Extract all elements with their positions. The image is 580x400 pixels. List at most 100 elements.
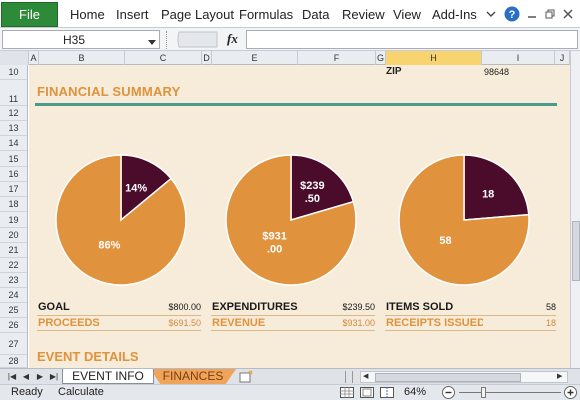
close-icon[interactable] (562, 5, 574, 23)
column-header-g[interactable]: G (376, 51, 386, 65)
tab-event-info[interactable]: EVENT INFO (62, 369, 154, 384)
insert-sheet-icon[interactable] (238, 370, 254, 386)
pie-data-label: 58 (439, 235, 451, 247)
divider (385, 315, 556, 316)
row-headers: 10 11 12 13 14 15 16 17 18 19 20 21 22 2… (0, 65, 28, 368)
column-header-e[interactable]: E (212, 51, 298, 65)
name-box[interactable]: H35 (2, 30, 160, 49)
column-header-i[interactable]: I (482, 51, 555, 65)
row-header[interactable]: 11 (0, 80, 27, 106)
prev-sheet-icon[interactable]: ◀ (22, 372, 30, 381)
column-header-c[interactable]: C (125, 51, 202, 65)
column-header-h[interactable]: H (386, 51, 482, 65)
row-header[interactable]: 20 (0, 228, 27, 243)
chevron-down-icon[interactable] (484, 5, 498, 23)
row-header[interactable]: 26 (0, 318, 27, 333)
row-header[interactable]: 17 (0, 182, 27, 197)
tab-add-ins[interactable]: Add-Ins (432, 7, 477, 22)
row-header[interactable]: 14 (0, 136, 27, 151)
tab-home[interactable]: Home (70, 7, 105, 22)
row-header[interactable]: 27 (0, 333, 27, 355)
status-bar: Ready Calculate 64% (0, 384, 580, 400)
revenue-value: $931.00 (342, 318, 375, 328)
column-header-j[interactable]: J (555, 51, 570, 65)
minimize-icon[interactable] (526, 5, 538, 23)
row-header[interactable]: 12 (0, 106, 27, 121)
divider (37, 330, 201, 331)
receipts-issued-clip: RECEIPTS ISSUED (386, 317, 483, 329)
first-sheet-icon[interactable]: |◀ (7, 372, 17, 381)
horizontal-scroll-thumb[interactable] (375, 373, 521, 382)
row-header[interactable]: 18 (0, 197, 27, 212)
page-break-view-icon[interactable] (380, 387, 394, 400)
scroll-left-icon[interactable]: ◀ (363, 373, 369, 380)
row-header[interactable]: 24 (0, 288, 27, 303)
receipts-issued-value: 18 (545, 318, 556, 328)
zoom-slider-track[interactable] (459, 392, 561, 393)
tab-formulas[interactable]: Formulas (239, 7, 294, 22)
formula-bar: H35 fx (0, 28, 580, 51)
pie-data-label: 86% (98, 240, 120, 252)
name-box-dropdown-icon[interactable] (148, 35, 156, 49)
proceeds-label: PROCEEDS (38, 317, 100, 329)
row-header[interactable]: 13 (0, 121, 27, 136)
tab-insert[interactable]: Insert (116, 7, 149, 22)
column-header-a[interactable]: A (29, 51, 39, 65)
divider (37, 315, 201, 316)
status-calculate[interactable]: Calculate (58, 386, 104, 398)
row-header[interactable]: 21 (0, 243, 27, 258)
zoom-level[interactable]: 64% (404, 386, 427, 398)
select-all-corner[interactable] (0, 51, 29, 65)
help-icon[interactable]: ? (504, 5, 520, 23)
vertical-scroll-thumb[interactable] (572, 221, 580, 281)
row-header[interactable]: 25 (0, 303, 27, 318)
page-layout-view-icon[interactable] (360, 387, 374, 400)
zoom-slider-thumb[interactable] (481, 387, 486, 398)
tab-review[interactable]: Review (342, 7, 385, 22)
zoom-in-icon[interactable] (564, 386, 577, 400)
divider (211, 330, 375, 331)
tab-page-layout[interactable]: Page Layout (161, 7, 235, 22)
column-header-d[interactable]: D (202, 51, 212, 65)
tab-split-handle[interactable] (345, 371, 353, 383)
normal-view-icon[interactable] (340, 387, 354, 400)
formula-input[interactable] (246, 30, 578, 49)
financial-pie-charts: 14% 86% $239.50 $931.00 18 58 (55, 154, 530, 286)
insert-function-icon[interactable]: fx (227, 31, 238, 46)
expenditures-value: $239.50 (342, 302, 375, 312)
tab-finances[interactable]: FINANCES (150, 369, 236, 384)
row-header[interactable]: 15 (0, 151, 27, 167)
pie-slice (290, 154, 355, 222)
row-header[interactable]: 16 (0, 167, 27, 182)
column-headers: A B C D E F G H I J (0, 51, 580, 65)
zoom-out-icon[interactable] (442, 386, 455, 400)
revenue-label: REVENUE (212, 317, 266, 329)
column-header-b[interactable]: B (39, 51, 125, 65)
row-header[interactable]: 10 (0, 65, 27, 80)
tab-view[interactable]: View (393, 7, 421, 22)
formula-bar-splitter-icon (177, 31, 218, 48)
row-header[interactable]: 22 (0, 258, 27, 273)
vertical-scrollbar[interactable] (570, 51, 580, 368)
goal-value: $800.00 (168, 302, 201, 312)
pie-slice (55, 154, 187, 286)
column-header-f[interactable]: F (298, 51, 376, 65)
tab-data[interactable]: Data (302, 7, 330, 22)
worksheet-area[interactable]: ZIP 98648 FINANCIAL SUMMARY 14% 86% $239.5… (29, 65, 570, 368)
expenditures-label: EXPENDITURES (212, 301, 298, 313)
svg-text:?: ? (509, 9, 516, 21)
divider (211, 315, 375, 316)
horizontal-scrollbar[interactable]: ◀ ▶ (360, 371, 568, 383)
sheet-tab-bar: |◀ ◀ ▶ ▶| FINANCES EVENT INFO ◀ ▶ (0, 368, 580, 384)
last-sheet-icon[interactable]: ▶| (49, 372, 59, 381)
zip-value: 98648 (484, 67, 510, 77)
pie-slice (463, 154, 530, 221)
next-sheet-icon[interactable]: ▶ (36, 372, 44, 381)
pie-data-label: $931.00 (262, 230, 286, 255)
row-header[interactable]: 23 (0, 273, 27, 288)
restore-icon[interactable] (544, 5, 556, 23)
scroll-right-icon[interactable]: ▶ (557, 373, 563, 380)
row-header[interactable]: 19 (0, 212, 27, 228)
file-tab[interactable]: File (1, 2, 58, 27)
row-header[interactable]: 28 (0, 355, 27, 368)
